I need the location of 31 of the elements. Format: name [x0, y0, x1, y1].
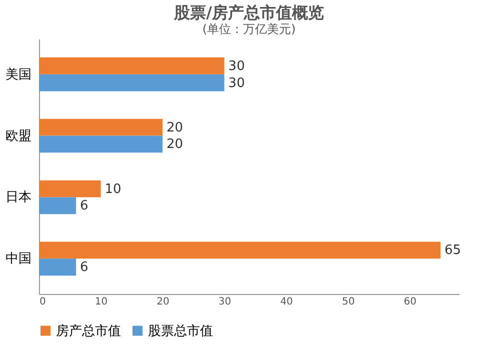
data-label: 6	[80, 198, 88, 214]
bar	[39, 118, 163, 136]
data-label: 20	[166, 137, 184, 152]
chart-subtitle: (单位：万亿美元)	[202, 22, 296, 36]
legend-label: 房产总市值	[56, 322, 121, 339]
x-tick-label: 30	[218, 296, 232, 308]
data-label: 10	[104, 182, 122, 197]
x-tick-label: 40	[280, 296, 293, 308]
legend-label: 股票总市值	[148, 324, 213, 339]
data-label: 65	[444, 243, 462, 258]
bar	[39, 136, 163, 153]
bar	[39, 57, 224, 74]
data-label: 30	[228, 58, 245, 74]
data-label: 20	[166, 120, 184, 136]
data-label: 30	[228, 76, 245, 91]
bar	[39, 180, 101, 198]
x-tick-label: 20	[156, 296, 170, 308]
x-tick-label: 0	[40, 296, 46, 308]
y-tick-label: 中国	[6, 252, 32, 267]
x-tick-label: 60	[404, 296, 416, 308]
bar	[39, 258, 76, 276]
bar	[39, 74, 224, 92]
bar	[39, 242, 440, 259]
y-tick-label: 美国	[6, 66, 32, 82]
data-label: 6	[80, 260, 88, 276]
bar	[39, 197, 76, 214]
x-tick-label: 50	[342, 296, 355, 308]
chart-title: 股票/房产总市值概览	[173, 3, 324, 22]
x-tick-label: 10	[94, 296, 108, 308]
y-tick-label: 欧盟	[6, 128, 32, 144]
y-tick-label: 日本	[6, 190, 32, 206]
